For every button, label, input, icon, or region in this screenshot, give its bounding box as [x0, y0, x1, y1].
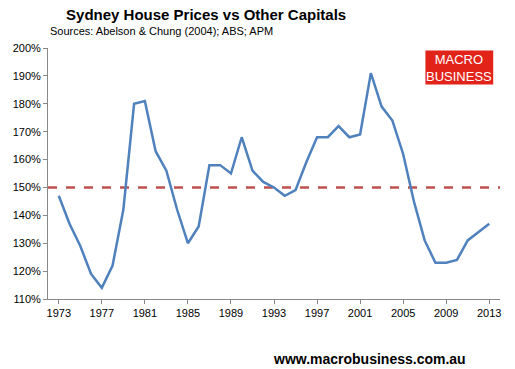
- svg-text:170%: 170%: [13, 126, 41, 138]
- svg-text:Sources: Abelson & Chung (2004: Sources: Abelson & Chung (2004); ABS; AP…: [50, 25, 273, 37]
- svg-text:180%: 180%: [13, 98, 41, 110]
- svg-text:1977: 1977: [90, 307, 114, 319]
- svg-text:2001: 2001: [348, 307, 372, 319]
- svg-text:1973: 1973: [47, 307, 71, 319]
- svg-text:2013: 2013: [477, 307, 501, 319]
- svg-text:150%: 150%: [13, 181, 41, 193]
- svg-text:1997: 1997: [305, 307, 329, 319]
- svg-text:2005: 2005: [391, 307, 415, 319]
- svg-text:130%: 130%: [13, 237, 41, 249]
- svg-text:1981: 1981: [133, 307, 157, 319]
- svg-text:110%: 110%: [13, 293, 41, 305]
- svg-text:200%: 200%: [13, 42, 41, 54]
- svg-text:MACROBUSINESS: MACROBUSINESS: [426, 52, 492, 84]
- svg-text:www.macrobusiness.com.au: www.macrobusiness.com.au: [273, 351, 466, 367]
- svg-text:2009: 2009: [434, 307, 458, 319]
- svg-text:140%: 140%: [13, 209, 41, 221]
- svg-text:190%: 190%: [13, 70, 41, 82]
- svg-text:Sydney House Prices vs Other C: Sydney House Prices vs Other Capitals: [66, 6, 346, 23]
- svg-text:1985: 1985: [176, 307, 200, 319]
- svg-text:120%: 120%: [13, 265, 41, 277]
- svg-text:160%: 160%: [13, 153, 41, 165]
- svg-text:1989: 1989: [219, 307, 243, 319]
- svg-text:1993: 1993: [262, 307, 286, 319]
